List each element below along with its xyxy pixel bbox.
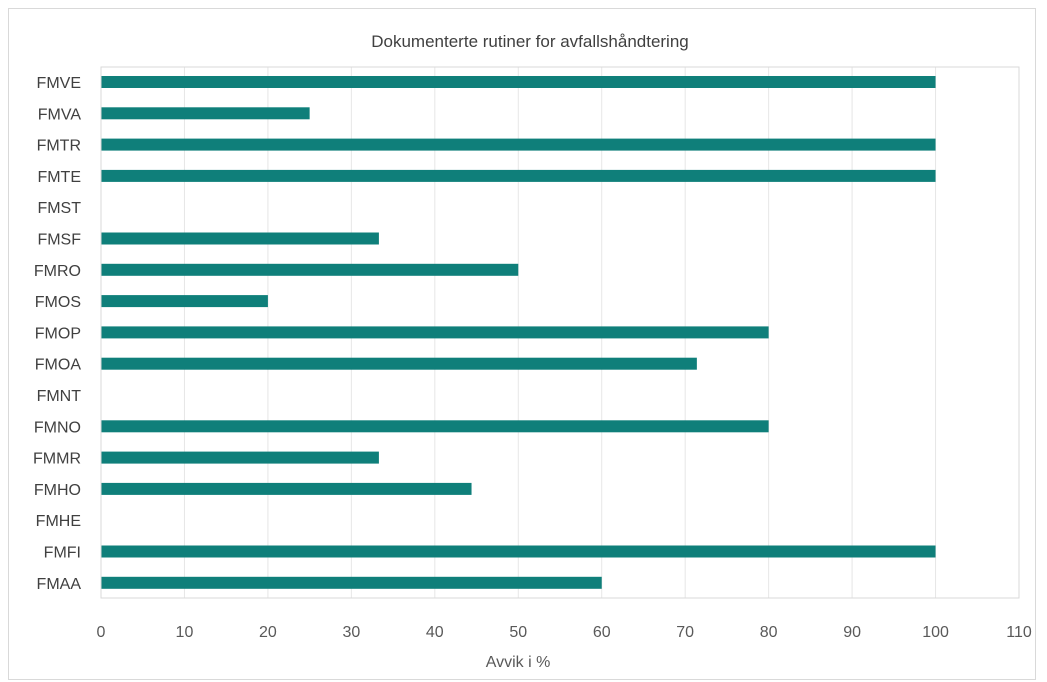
- category-label-fmva: FMVA: [38, 106, 82, 123]
- x-tick-label: 10: [176, 624, 194, 641]
- category-label-fmte: FMTE: [37, 169, 81, 186]
- bar-fmfi: [101, 545, 936, 558]
- x-tick-label: 110: [1006, 624, 1032, 641]
- bar-fmro: [101, 263, 519, 276]
- category-label-fmfi: FMFI: [44, 545, 81, 562]
- category-label-fmoa: FMOA: [35, 357, 82, 374]
- category-label-fmmr: FMMR: [33, 451, 81, 468]
- x-tick-label: 70: [676, 624, 694, 641]
- category-label-fmaa: FMAA: [37, 576, 82, 593]
- bar-fmte: [101, 169, 936, 182]
- category-label-fmno: FMNO: [34, 419, 81, 436]
- x-axis-title: Avvik i %: [486, 654, 551, 671]
- category-label-fmnt: FMNT: [37, 388, 82, 405]
- x-tick-label: 40: [426, 624, 444, 641]
- bar-fmho: [101, 482, 472, 495]
- x-tick-label: 0: [97, 624, 106, 641]
- chart-frame: Dokumenterte rutiner for avfallshåndteri…: [8, 8, 1036, 680]
- bar-fmmr: [101, 451, 379, 464]
- bar-fmoa: [101, 357, 697, 370]
- plot-area-border: [100, 66, 1020, 599]
- category-label-fmho: FMHO: [34, 482, 81, 499]
- bars: [101, 76, 936, 589]
- bar-chart: Dokumenterte rutiner for avfallshåndteri…: [33, 32, 1032, 671]
- x-tick-label: 60: [593, 624, 611, 641]
- x-tick-label: 100: [922, 624, 949, 641]
- x-tick-label: 90: [843, 624, 861, 641]
- category-label-fmve: FMVE: [37, 75, 81, 92]
- category-label-fmhe: FMHE: [36, 513, 81, 530]
- category-label-fmtr: FMTR: [37, 138, 81, 155]
- bar-fmva: [101, 107, 310, 120]
- bar-fmsf: [101, 232, 379, 245]
- x-tick-label: 30: [342, 624, 360, 641]
- category-label-fmop: FMOP: [35, 325, 81, 342]
- category-label-fmos: FMOS: [35, 294, 81, 311]
- bar-fmos: [101, 295, 268, 308]
- category-label-fmro: FMRO: [34, 263, 81, 280]
- chart-title: Dokumenterte rutiner for avfallshåndteri…: [371, 32, 689, 51]
- bar-fmno: [101, 420, 769, 433]
- bar-fmop: [101, 326, 769, 339]
- x-tick-label: 80: [760, 624, 778, 641]
- category-labels: FMVE FMVA FMTR FMTE FMST FMSF FMRO FMOS FMOP FMOA…: [33, 75, 81, 593]
- category-label-fmst: FMST: [37, 200, 81, 217]
- bar-fmaa: [101, 576, 602, 589]
- category-label-fmsf: FMSF: [37, 232, 81, 249]
- bar-fmve: [101, 76, 936, 88]
- x-tick-labels: 0 10 20 30 40 50 60 70 80 90 100 110: [97, 624, 1032, 641]
- bar-fmtr: [101, 138, 936, 151]
- x-tick-label: 50: [509, 624, 527, 641]
- x-tick-label: 20: [259, 624, 277, 641]
